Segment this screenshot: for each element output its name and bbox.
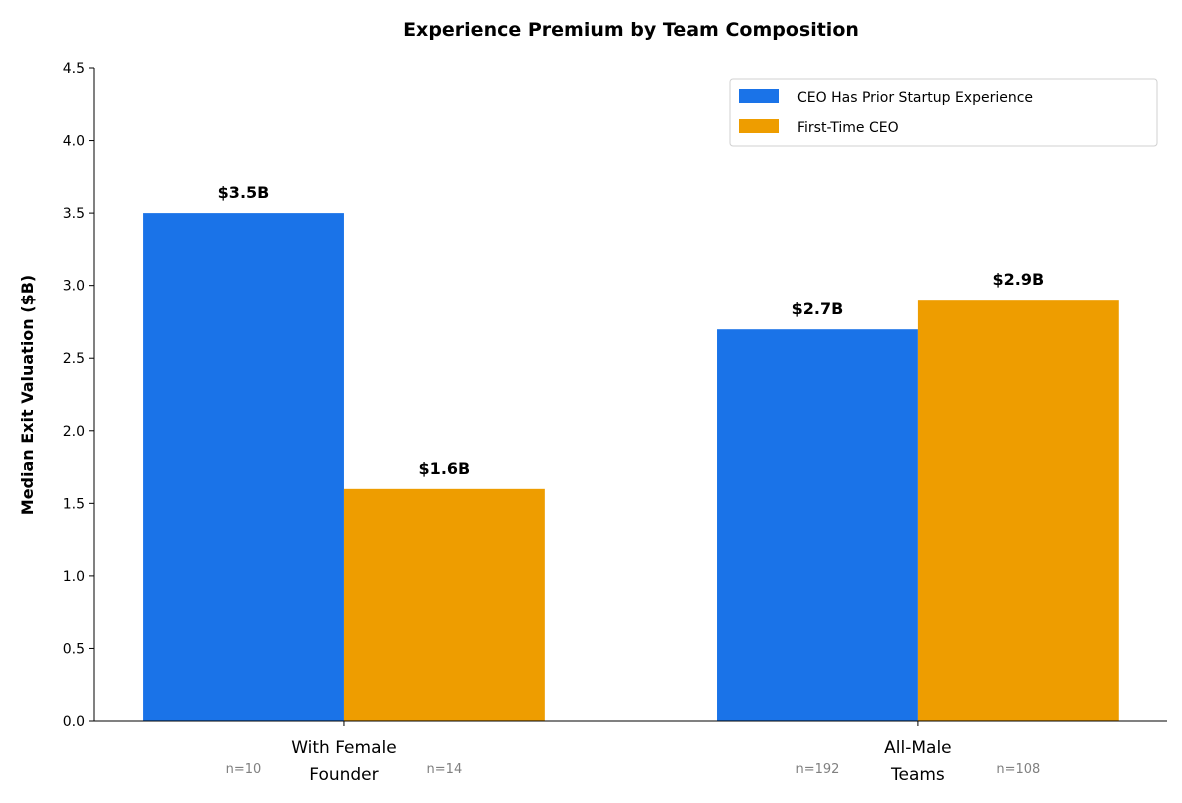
legend-swatch-first-time <box>739 119 779 133</box>
x-tick-label: Founder <box>309 765 378 785</box>
x-tick-label: Teams <box>890 765 945 785</box>
bar-value-label: $1.6B <box>419 459 471 478</box>
y-tick-label: 0.5 <box>63 641 85 657</box>
x-tick-label: With Female <box>291 738 396 758</box>
bar <box>143 213 344 721</box>
y-tick-label: 4.5 <box>63 61 85 77</box>
bar-value-label: $3.5B <box>218 183 270 202</box>
bar-value-label: $2.9B <box>993 270 1045 289</box>
bar <box>917 300 1119 721</box>
legend-label-experienced: CEO Has Prior Startup Experience <box>797 90 1033 106</box>
legend-swatch-experienced <box>739 89 779 103</box>
y-tick-label: 2.0 <box>63 424 85 440</box>
y-tick-label: 0.0 <box>63 714 85 730</box>
y-tick-label: 3.0 <box>63 279 85 295</box>
x-tick-label: All-Male <box>884 738 951 758</box>
y-tick-label: 4.0 <box>63 134 85 150</box>
y-tick-label: 3.5 <box>63 206 85 222</box>
legend-frame <box>729 78 1158 147</box>
legend: CEO Has Prior Startup Experience First-T… <box>729 78 1158 147</box>
y-tick-label: 2.5 <box>63 351 85 367</box>
sample-size-label: n=10 <box>226 762 262 777</box>
bar <box>343 488 545 721</box>
bar-value-label: $2.7B <box>792 299 844 318</box>
y-tick-label: 1.0 <box>63 569 85 585</box>
y-axis-label: Median Exit Valuation ($B) <box>18 275 37 515</box>
bar <box>717 329 918 721</box>
legend-label-first-time: First-Time CEO <box>797 120 899 136</box>
sample-size-label: n=14 <box>427 762 463 777</box>
chart-title: Experience Premium by Team Composition <box>403 19 859 41</box>
sample-size-label: n=192 <box>795 762 839 777</box>
y-tick-label: 1.5 <box>63 496 85 512</box>
sample-size-label: n=108 <box>996 762 1040 777</box>
